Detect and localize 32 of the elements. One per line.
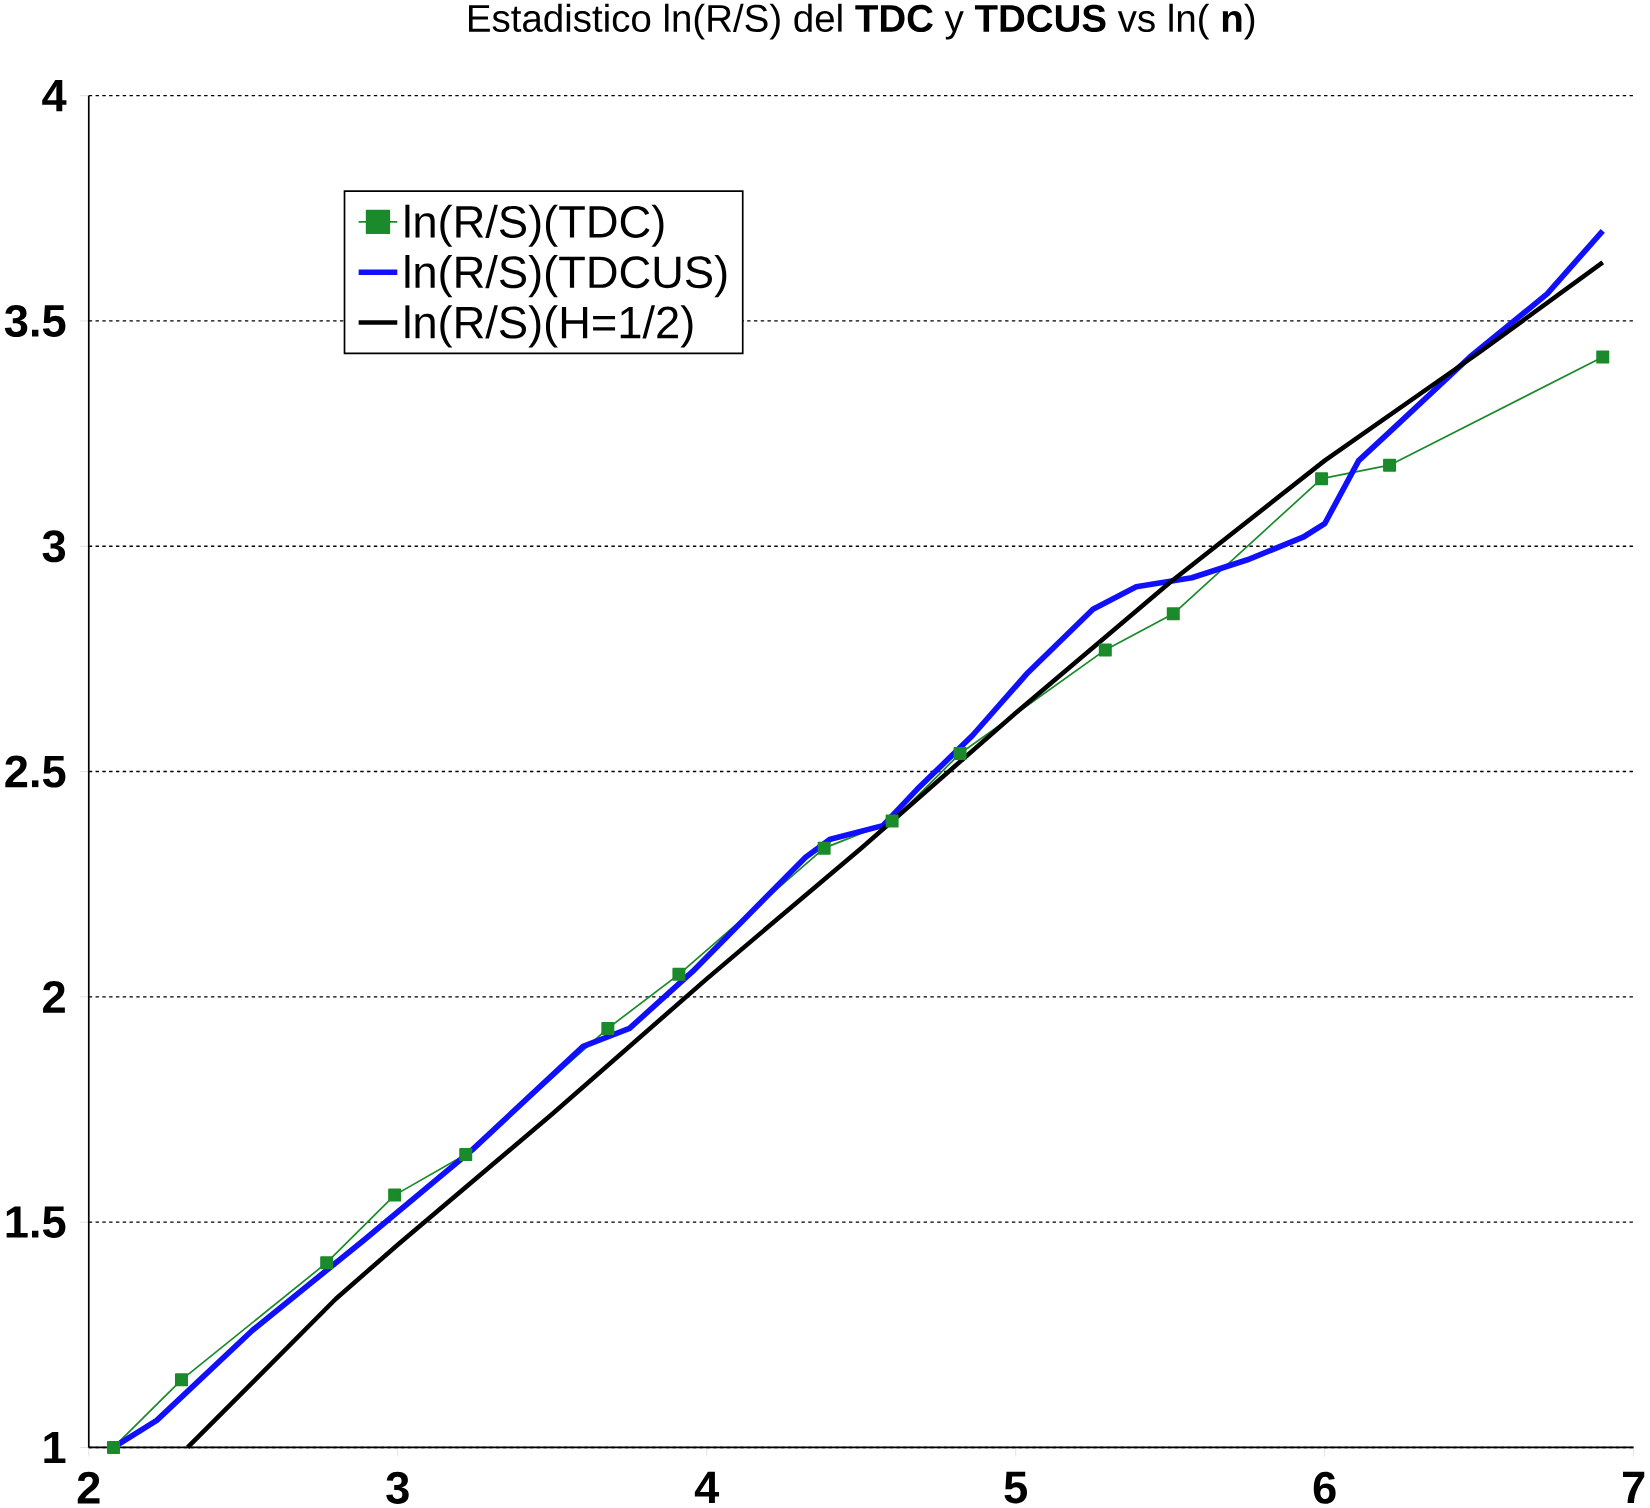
y-tick-label: 1 xyxy=(44,1432,66,1464)
point xyxy=(817,841,831,855)
x-tick-label: 4 xyxy=(694,1471,720,1504)
y-tick-label: 1.5 xyxy=(6,1206,66,1239)
legend-label: ln(R/S)(H=1/2) xyxy=(405,305,693,348)
y-tick-label: 2.5 xyxy=(5,755,66,788)
point xyxy=(1383,458,1397,472)
point xyxy=(320,1256,334,1270)
y-tick-label: 3.5 xyxy=(4,305,66,338)
point xyxy=(885,814,899,828)
point xyxy=(1098,643,1112,657)
y-tick-label: 4 xyxy=(42,80,67,112)
x-tick-label: 7 xyxy=(1623,1471,1645,1504)
y-tick-label: 2 xyxy=(43,981,65,1013)
x-tick-label: 2 xyxy=(77,1471,100,1504)
chart-title: Estadistico ln(R/S) del TDC y TDCUS vs ln( n) xyxy=(469,3,1255,40)
point xyxy=(672,967,686,981)
point xyxy=(953,747,967,761)
point xyxy=(459,1148,473,1162)
y-tick-label: 3 xyxy=(42,530,66,563)
point xyxy=(388,1188,402,1202)
point xyxy=(1166,607,1180,621)
x-tick-label: 3 xyxy=(386,1471,409,1505)
point xyxy=(1596,350,1610,364)
point xyxy=(1315,472,1329,486)
x-tick-label: 6 xyxy=(1313,1471,1336,1505)
point xyxy=(106,1441,120,1455)
legend-label: ln(R/S)(TDCUS) xyxy=(405,255,727,298)
x-tick-label: 5 xyxy=(1004,1471,1028,1504)
legend-label: ln(R/S)(TDC) xyxy=(405,204,664,248)
point xyxy=(174,1373,188,1387)
point xyxy=(601,1022,615,1036)
